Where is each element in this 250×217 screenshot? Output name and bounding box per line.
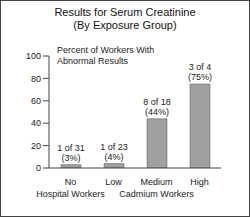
svg-text:(4%): (4%) bbox=[104, 152, 123, 162]
svg-text:Hospital Workers: Hospital Workers bbox=[36, 189, 105, 199]
html-text:Percent of Workers With Abnorm: Percent of Workers With Abnormal Results bbox=[57, 45, 155, 66]
svg-text:20: 20 bbox=[31, 141, 41, 151]
svg-text:0: 0 bbox=[36, 163, 41, 173]
svg-text:60: 60 bbox=[31, 96, 41, 106]
svg-text:(3%): (3%) bbox=[61, 153, 80, 163]
svg-text:High: High bbox=[190, 177, 209, 187]
svg-text:Cadmium Workers: Cadmium Workers bbox=[119, 189, 194, 199]
html-text:Results for Serum Creatinine: Results for Serum Creatinine bbox=[54, 6, 196, 18]
svg-text:Medium: Medium bbox=[140, 177, 172, 187]
html-text:(By Exposure Group): (By Exposure Group) bbox=[73, 19, 177, 31]
svg-text:3 of 4: 3 of 4 bbox=[189, 62, 212, 72]
svg-text:40: 40 bbox=[31, 118, 41, 128]
svg-text:1 of 31: 1 of 31 bbox=[57, 143, 85, 153]
svg-text:1 of 23: 1 of 23 bbox=[100, 142, 128, 152]
svg-text:Low: Low bbox=[105, 177, 122, 187]
svg-text:100: 100 bbox=[26, 51, 41, 61]
svg-text:8 of 18: 8 of 18 bbox=[143, 97, 171, 107]
svg-text:80: 80 bbox=[31, 74, 41, 84]
svg-text:(44%): (44%) bbox=[145, 107, 169, 117]
svg-text:(75%): (75%) bbox=[188, 72, 212, 82]
svg-text:No: No bbox=[65, 177, 77, 187]
